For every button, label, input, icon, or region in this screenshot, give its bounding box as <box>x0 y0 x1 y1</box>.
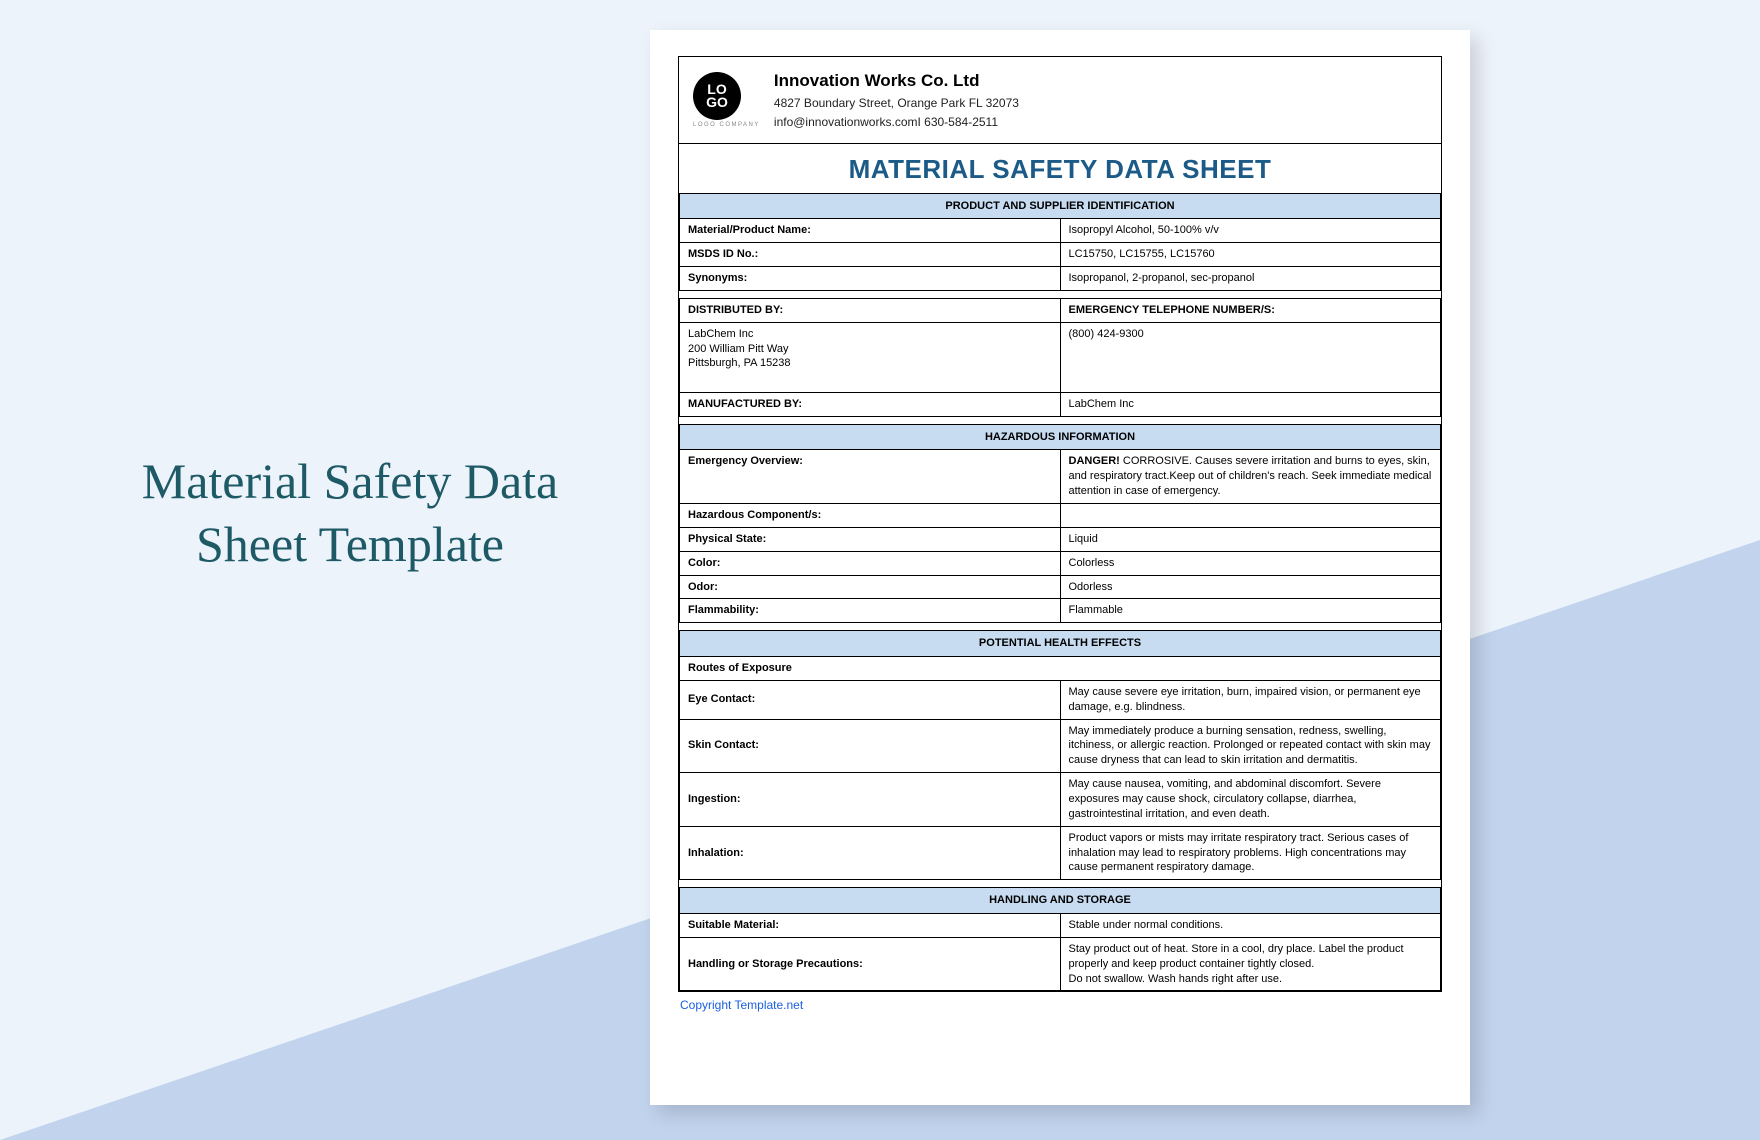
company-name: Innovation Works Co. Ltd <box>774 67 1019 94</box>
value-odor: Odorless <box>1060 575 1441 599</box>
value-material: Isopropyl Alcohol, 50-100% v/v <box>1060 219 1441 243</box>
value-distributed: LabChem Inc 200 William Pitt Way Pittsbu… <box>680 322 1061 392</box>
logo: LO GO LOGO COMPANY <box>693 72 760 128</box>
gap-row <box>680 416 1441 424</box>
table-row: Ingestion: May cause nausea, vomiting, a… <box>680 773 1441 827</box>
label-color: Color: <box>680 551 1061 575</box>
logo-text-bottom: GO <box>706 96 728 109</box>
copyright-link[interactable]: Copyright Template.net <box>678 992 1442 1012</box>
label-flam: Flammability: <box>680 599 1061 623</box>
section-header-health: POTENTIAL HEALTH EFFECTS <box>680 631 1441 657</box>
label-ingest: Ingestion: <box>680 773 1061 827</box>
gap-row <box>680 880 1441 888</box>
label-hazcomp: Hazardous Component/s: <box>680 504 1061 528</box>
value-flam: Flammable <box>1060 599 1441 623</box>
label-manufactured: MANUFACTURED BY: <box>680 392 1061 416</box>
table-row: Emergency Overview: DANGER! CORROSIVE. C… <box>680 450 1441 504</box>
label-state: Physical State: <box>680 527 1061 551</box>
label-routes: Routes of Exposure <box>680 657 1441 681</box>
table-row: Routes of Exposure <box>680 657 1441 681</box>
value-synonyms: Isopropanol, 2-propanol, sec-propanol <box>1060 267 1441 291</box>
overview-text: CORROSIVE. Causes severe irritation and … <box>1069 455 1432 497</box>
value-precautions: Stay product out of heat. Store in a coo… <box>1060 937 1441 991</box>
value-color: Colorless <box>1060 551 1441 575</box>
msds-table: PRODUCT AND SUPPLIER IDENTIFICATION Mate… <box>679 193 1441 992</box>
value-emergency: (800) 424-9300 <box>1060 322 1441 392</box>
table-row: Odor: Odorless <box>680 575 1441 599</box>
value-state: Liquid <box>1060 527 1441 551</box>
table-row: MSDS ID No.: LC15750, LC15755, LC15760 <box>680 243 1441 267</box>
label-eye: Eye Contact: <box>680 680 1061 719</box>
table-row: Suitable Material: Stable under normal c… <box>680 914 1441 938</box>
value-skin: May immediately produce a burning sensat… <box>1060 719 1441 773</box>
table-row: DISTRIBUTED BY: EMERGENCY TELEPHONE NUMB… <box>680 298 1441 322</box>
danger-word: DANGER! <box>1069 455 1120 467</box>
company-contact: info@innovationworks.comI 630-584-2511 <box>774 113 1019 132</box>
value-hazcomp <box>1060 504 1441 528</box>
gap-row <box>680 290 1441 298</box>
table-row: LabChem Inc 200 William Pitt Way Pittsbu… <box>680 322 1441 392</box>
label-distributed: DISTRIBUTED BY: <box>680 298 1061 322</box>
label-inhale: Inhalation: <box>680 826 1061 880</box>
table-row: Skin Contact: May immediately produce a … <box>680 719 1441 773</box>
table-row: Eye Contact: May cause severe eye irrita… <box>680 680 1441 719</box>
label-overview: Emergency Overview: <box>680 450 1061 504</box>
value-msdsid: LC15750, LC15755, LC15760 <box>1060 243 1441 267</box>
document-page: LO GO LOGO COMPANY Innovation Works Co. … <box>650 30 1470 1105</box>
value-overview: DANGER! CORROSIVE. Causes severe irritat… <box>1060 450 1441 504</box>
label-skin: Skin Contact: <box>680 719 1061 773</box>
logo-icon: LO GO <box>693 72 741 120</box>
section-header-storage: HANDLING AND STORAGE <box>680 888 1441 914</box>
value-eye: May cause severe eye irritation, burn, i… <box>1060 680 1441 719</box>
label-msdsid: MSDS ID No.: <box>680 243 1061 267</box>
value-suitable: Stable under normal conditions. <box>1060 914 1441 938</box>
section-header-hazard: HAZARDOUS INFORMATION <box>680 424 1441 450</box>
sheet-frame: LO GO LOGO COMPANY Innovation Works Co. … <box>678 56 1442 992</box>
label-odor: Odor: <box>680 575 1061 599</box>
table-row: Flammability: Flammable <box>680 599 1441 623</box>
value-ingest: May cause nausea, vomiting, and abdomina… <box>1060 773 1441 827</box>
table-row: Inhalation: Product vapors or mists may … <box>680 826 1441 880</box>
table-row: MANUFACTURED BY: LabChem Inc <box>680 392 1441 416</box>
gap-row <box>680 623 1441 631</box>
company-address: 4827 Boundary Street, Orange Park FL 320… <box>774 94 1019 113</box>
page-title: Material Safety Data Sheet Template <box>90 450 610 575</box>
section-header-product: PRODUCT AND SUPPLIER IDENTIFICATION <box>680 193 1441 219</box>
table-row: Synonyms: Isopropanol, 2-propanol, sec-p… <box>680 267 1441 291</box>
label-precautions: Handling or Storage Precautions: <box>680 937 1061 991</box>
company-header: LO GO LOGO COMPANY Innovation Works Co. … <box>679 57 1441 144</box>
value-inhale: Product vapors or mists may irritate res… <box>1060 826 1441 880</box>
label-material: Material/Product Name: <box>680 219 1061 243</box>
table-row: Material/Product Name: Isopropyl Alcohol… <box>680 219 1441 243</box>
table-row: Handling or Storage Precautions: Stay pr… <box>680 937 1441 991</box>
table-row: Hazardous Component/s: <box>680 504 1441 528</box>
company-info: Innovation Works Co. Ltd 4827 Boundary S… <box>774 67 1019 133</box>
doc-title: MATERIAL SAFETY DATA SHEET <box>679 144 1441 193</box>
logo-subtext: LOGO COMPANY <box>693 122 760 128</box>
label-emergency: EMERGENCY TELEPHONE NUMBER/S: <box>1060 298 1441 322</box>
label-synonyms: Synonyms: <box>680 267 1061 291</box>
table-row: Color: Colorless <box>680 551 1441 575</box>
value-manufactured: LabChem Inc <box>1060 392 1441 416</box>
table-row: Physical State: Liquid <box>680 527 1441 551</box>
label-suitable: Suitable Material: <box>680 914 1061 938</box>
